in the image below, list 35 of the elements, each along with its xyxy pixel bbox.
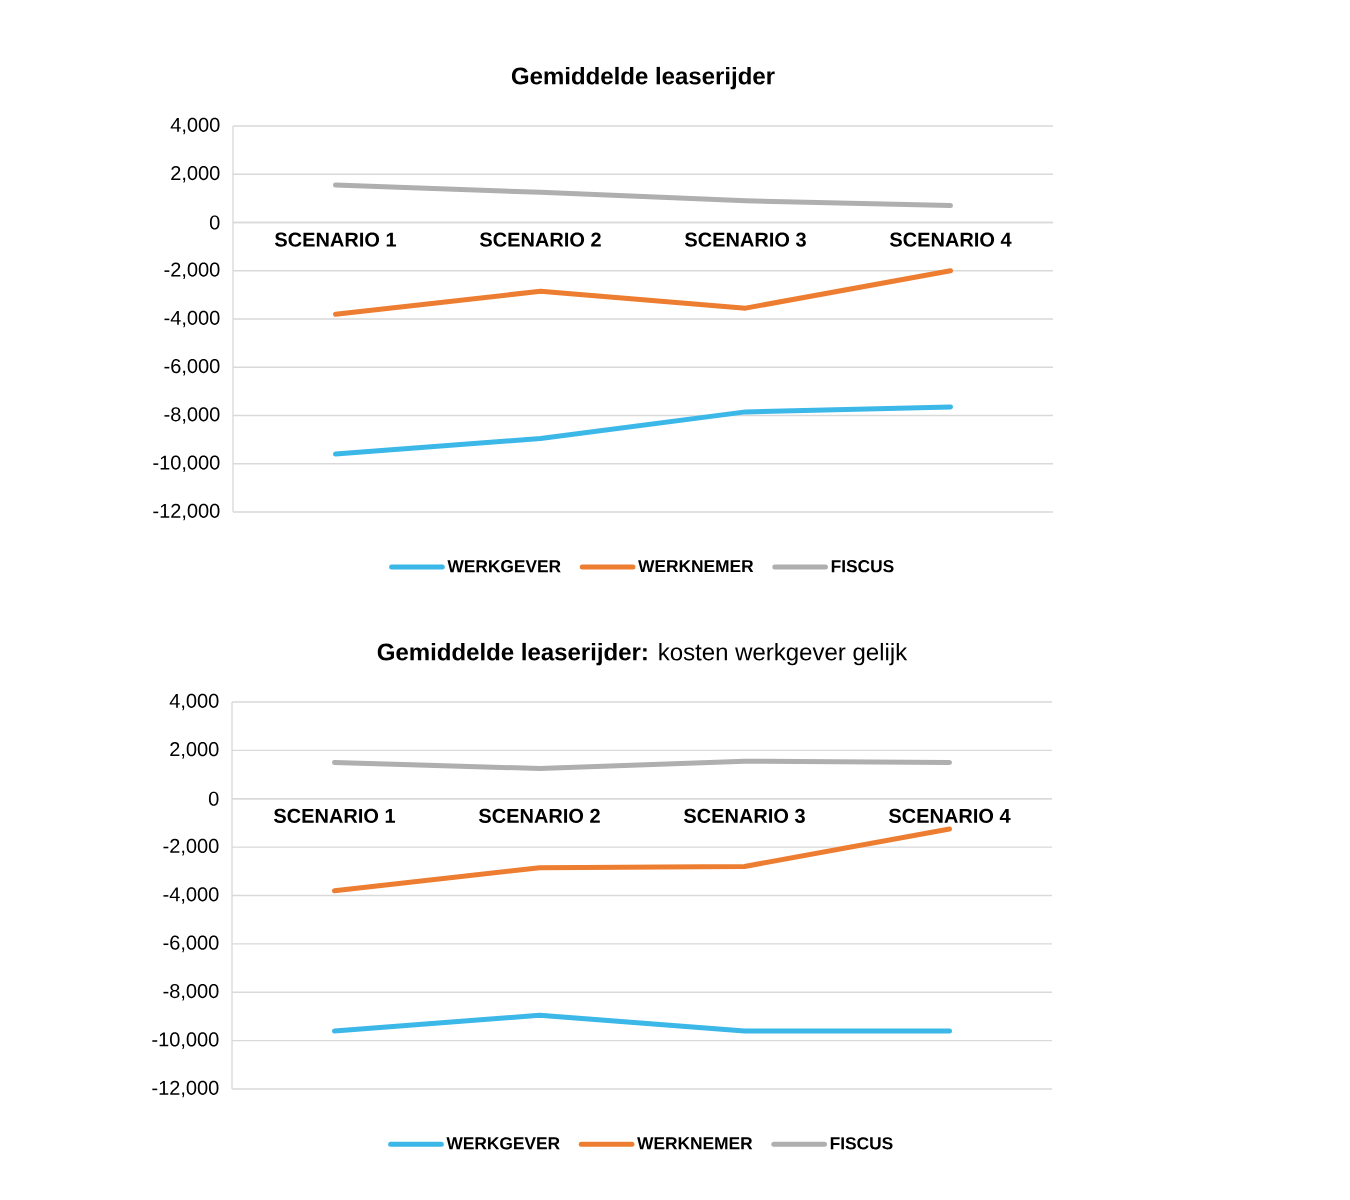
y-tick-label: -8,000 bbox=[164, 407, 220, 424]
legend-label: WERKNEMER bbox=[638, 560, 754, 573]
y-tick-label: -12,000 bbox=[152, 1080, 219, 1098]
chart-subtitle: kosten werkgever gelijk bbox=[659, 642, 908, 666]
legend-label: WERKGEVER bbox=[447, 560, 561, 573]
y-tick-label: 4,000 bbox=[169, 693, 219, 711]
x-tick-label: SCENARIO 4 bbox=[889, 232, 1012, 247]
x-tick-label: SCENARIO 1 bbox=[274, 232, 397, 247]
y-tick-label: -8,000 bbox=[163, 983, 219, 1001]
y-tick-label: -4,000 bbox=[163, 887, 219, 904]
legend-label: FISCUS bbox=[830, 1137, 893, 1150]
y-tick-label: -2,000 bbox=[164, 262, 220, 279]
x-tick-label: SCENARIO 4 bbox=[888, 808, 1011, 823]
y-tick-label: 2,000 bbox=[171, 165, 220, 183]
y-tick-label: -10,000 bbox=[153, 455, 220, 472]
legend-label: FISCUS bbox=[831, 560, 894, 573]
x-tick-label: SCENARIO 2 bbox=[478, 808, 600, 823]
y-tick-label: -6,000 bbox=[164, 358, 220, 376]
y-tick-label: 0 bbox=[209, 215, 220, 230]
y-tick-label: -10,000 bbox=[152, 1032, 219, 1049]
y-tick-label: 4,000 bbox=[170, 117, 220, 135]
y-tick-label: -2,000 bbox=[163, 838, 219, 856]
y-tick-label: -4,000 bbox=[164, 310, 220, 328]
chart-title: Gemiddelde leaserijder bbox=[511, 66, 775, 90]
chart-title: Gemiddelde leaserijder: bbox=[377, 642, 647, 666]
legend-label: WERKGEVER bbox=[446, 1137, 560, 1150]
legend-label: WERKNEMER bbox=[637, 1137, 753, 1150]
x-tick-label: SCENARIO 2 bbox=[479, 232, 601, 247]
y-tick-label: -12,000 bbox=[153, 503, 220, 521]
y-tick-label: -6,000 bbox=[163, 935, 219, 953]
y-tick-label: 0 bbox=[208, 791, 219, 806]
x-tick-label: SCENARIO 1 bbox=[273, 808, 396, 823]
y-tick-label: 2,000 bbox=[170, 742, 219, 759]
x-tick-label: SCENARIO 3 bbox=[683, 808, 805, 823]
x-tick-label: SCENARIO 3 bbox=[684, 232, 806, 247]
